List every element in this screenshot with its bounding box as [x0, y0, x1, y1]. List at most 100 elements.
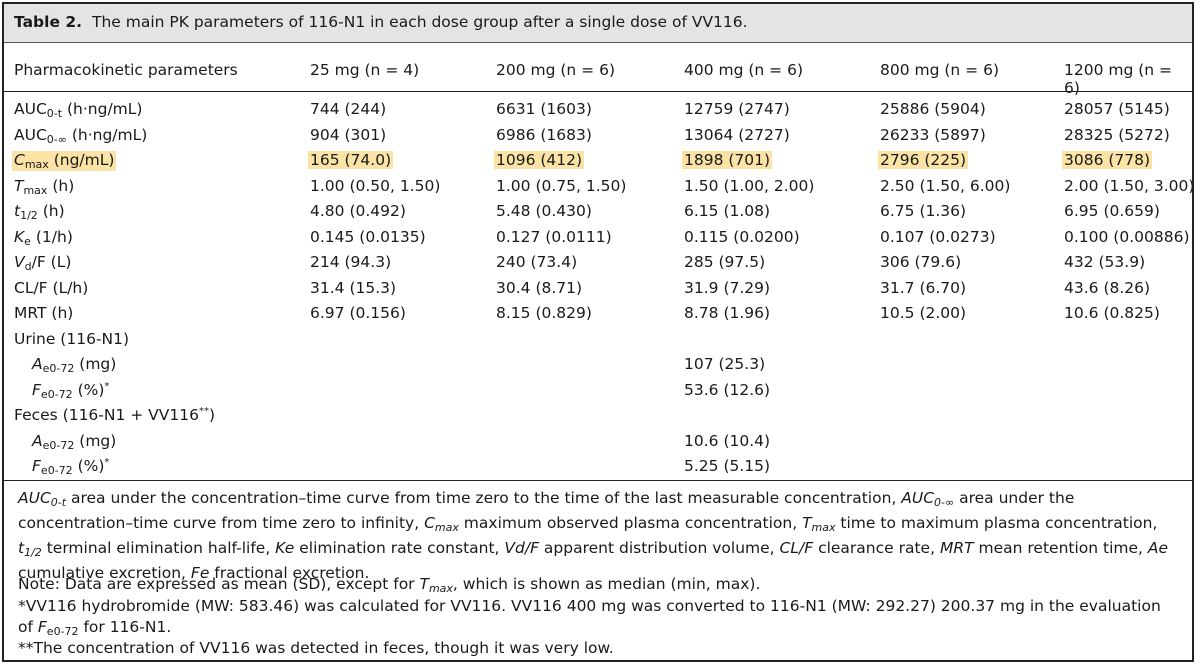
table-cell: 1.00 (0.50, 1.50) — [310, 176, 441, 195]
body-rule — [4, 480, 1192, 481]
feces-heading: Feces (116-N1 + VV116**) — [14, 406, 215, 424]
table-cell: 10.6 (0.825) — [1064, 304, 1160, 322]
row-label-subscript: max — [23, 183, 48, 197]
table-cell: 904 (301) — [310, 125, 387, 144]
table-label: Table 2. — [14, 13, 83, 31]
table-cell: 6986 (1683) — [496, 125, 592, 144]
row-label: AUC0-∞ (h·ng/mL) — [14, 126, 147, 146]
table-cell: 6631 (1603) — [496, 100, 592, 118]
feces-heading-close: ) — [208, 406, 216, 424]
row-label-subscript: e0-72 — [42, 362, 75, 375]
row-label-subscript: e — [24, 234, 31, 248]
row-label-symbol: CL/F (L/h) — [14, 278, 89, 297]
table-cell: 0.115 (0.0200) — [684, 227, 800, 246]
table-cell: 2.00 (1.50, 3.00) — [1064, 176, 1195, 195]
table-title-bar: Table 2. The main PK parameters of 116-N… — [4, 4, 1192, 43]
table-cell: 28057 (5145) — [1064, 100, 1170, 118]
table-cell: 285 (97.5) — [684, 253, 766, 271]
row-label-symbol: MRT (h) — [14, 304, 74, 322]
table-cell: 31.9 (7.29) — [684, 278, 771, 297]
header-col-1: 25 mg (n = 4) — [310, 61, 420, 79]
row-label: Ae0-72 (mg) — [32, 432, 116, 452]
table-cell: 1096 (412) — [494, 151, 585, 169]
row-label: Tmax (h) — [14, 177, 74, 197]
table-cell: 4.80 (0.492) — [310, 202, 406, 220]
row-label-unit: (1/h) — [30, 227, 73, 246]
row-label: Ke (1/h) — [14, 228, 73, 248]
row-label-symbol: F — [32, 457, 41, 475]
table-cell: 8.15 (0.829) — [496, 304, 592, 322]
table-cell: 5.48 (0.430) — [496, 202, 592, 220]
table-cell: 53.6 (12.6) — [684, 380, 771, 399]
row-label: CL/F (L/h) — [14, 279, 88, 297]
row-label-superscript: * — [104, 380, 110, 392]
row-label-subscript: e0-72 — [42, 438, 75, 452]
row-label-symbol: F — [32, 380, 41, 399]
table-cell: 214 (94.3) — [310, 253, 392, 271]
feces-heading-superscript: ** — [198, 406, 209, 417]
row-label-unit: (h·ng/mL) — [62, 100, 143, 118]
feces-heading-text: Feces (116-N1 + VV116 — [14, 406, 199, 424]
table-cell: 165 (74.0) — [308, 151, 394, 169]
row-label: Ae0-72 (mg) — [32, 355, 116, 375]
table-cell: 13064 (2727) — [684, 125, 790, 144]
row-label: MRT (h) — [14, 304, 73, 322]
table-cell: 107 (25.3) — [684, 355, 766, 373]
table-cell: 10.5 (2.00) — [880, 304, 967, 322]
row-label-subscript: 0-∞ — [46, 132, 67, 146]
row-label-subscript: d — [24, 260, 32, 273]
table-cell: 306 (79.6) — [880, 253, 962, 271]
row-label-unit: (h) — [47, 176, 75, 195]
row-label-symbol: C — [14, 151, 25, 169]
table-cell: 1898 (701) — [682, 151, 773, 169]
header-col-2: 200 mg (n = 6) — [496, 61, 615, 79]
table-cell: 744 (244) — [310, 100, 387, 118]
row-label-unit: (%) — [72, 457, 105, 475]
row-label-unit: (mg) — [74, 355, 117, 373]
table-cell: 0.145 (0.0135) — [310, 227, 426, 246]
row-label-symbol: T — [14, 176, 24, 195]
header-col-4: 800 mg (n = 6) — [880, 61, 999, 79]
row-label: Fe0-72 (%)* — [32, 457, 109, 477]
footnote-star1: *VV116 hydrobromide (MW: 583.46) was cal… — [18, 597, 1161, 638]
row-label-unit: (%) — [72, 380, 105, 399]
table-frame: Table 2. The main PK parameters of 116-N… — [2, 2, 1194, 662]
table-cell: 30.4 (8.71) — [496, 278, 583, 297]
table-cell: 8.78 (1.96) — [684, 304, 771, 322]
row-label-unit: /F (L) — [31, 253, 72, 271]
row-label: Cmax (ng/mL) — [12, 151, 117, 171]
table-cell: 26233 (5897) — [880, 125, 986, 144]
footnote-star2: **The concentration of VV116 was detecte… — [18, 639, 614, 657]
table-cell: 28325 (5272) — [1064, 125, 1170, 144]
row-label-symbol: AUC — [14, 100, 47, 118]
urine-heading: Urine (116-N1) — [14, 329, 130, 348]
table-cell: 6.97 (0.156) — [310, 304, 406, 322]
table-cell: 31.7 (6.70) — [880, 278, 967, 297]
table-cell: 0.127 (0.0111) — [496, 227, 612, 246]
header-param: Pharmacokinetic parameters — [14, 61, 238, 79]
table-cell: 10.6 (10.4) — [684, 431, 771, 450]
row-label-unit: (ng/mL) — [48, 151, 115, 169]
row-label: t1/2 (h) — [14, 202, 65, 222]
table-cell: 0.100 (0.00886) — [1064, 227, 1190, 246]
table-cell: 12759 (2747) — [684, 100, 790, 118]
row-label-symbol: K — [14, 227, 25, 246]
row-label-symbol: V — [14, 253, 25, 271]
row-label: Vd/F (L) — [14, 253, 71, 273]
table-cell: 432 (53.9) — [1064, 253, 1146, 271]
footnote-note: Note: Data are expressed as mean (SD), e… — [18, 575, 761, 595]
table-cell: 31.4 (15.3) — [310, 278, 397, 297]
table-cell: 5.25 (5.15) — [684, 457, 771, 475]
row-label-unit: (h·ng/mL) — [66, 125, 148, 144]
table-cell: 6.15 (1.08) — [684, 202, 771, 220]
row-label-symbol: A — [32, 355, 43, 373]
table-cell: 25886 (5904) — [880, 100, 986, 118]
row-label-subscript: 0-t — [46, 107, 63, 120]
header-col-5: 1200 mg (n = 6) — [1064, 61, 1173, 97]
row-label-superscript: * — [104, 457, 110, 468]
row-label-subscript: e0-72 — [40, 387, 73, 401]
table-cell: 3086 (778) — [1062, 151, 1153, 169]
row-label-subscript: max — [24, 158, 49, 171]
table-cell: 1.00 (0.75, 1.50) — [496, 176, 627, 195]
table-caption: The main PK parameters of 116-N1 in each… — [92, 13, 748, 31]
